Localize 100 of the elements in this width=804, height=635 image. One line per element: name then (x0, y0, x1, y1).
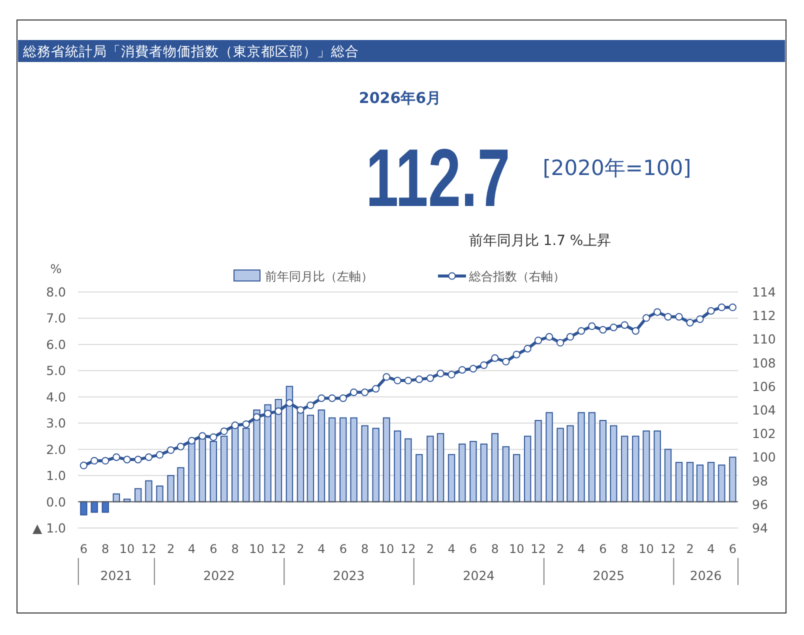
y-tick-label: ▲ 1.0 (32, 520, 66, 536)
bar (156, 486, 164, 502)
bar (102, 501, 109, 513)
text: 2026 (690, 568, 722, 583)
bar (578, 412, 585, 502)
y2-tick-label: 106 (752, 378, 776, 394)
y2-tick-label: 110 (752, 332, 776, 347)
bar (480, 444, 488, 502)
x-tick-label: 12 (660, 542, 676, 556)
text: 2022 (203, 568, 236, 583)
bar (566, 425, 574, 502)
bar (145, 480, 152, 502)
x-tick-label: 8 (491, 542, 499, 556)
x-tick-label: 2 (296, 542, 304, 556)
y2-tick-label: 104 (752, 402, 776, 418)
bar (491, 433, 498, 502)
text: 2024 (462, 568, 495, 583)
x-tick-label: 12 (141, 542, 156, 556)
y-tick-label: 0.0 (46, 494, 66, 510)
bar (675, 462, 683, 502)
y2-tick-label: 102 (752, 426, 776, 442)
bar (372, 428, 380, 502)
x-tick-label: 4 (707, 542, 715, 556)
bar (524, 436, 532, 502)
x-tick-label: 10 (378, 542, 394, 556)
x-tick-label: 12 (270, 542, 286, 556)
y-tick-label: 3.0 (46, 416, 66, 431)
x-tick-label: 8 (102, 542, 110, 556)
bar (90, 501, 98, 513)
bar (632, 436, 640, 502)
bar (134, 488, 142, 502)
bar (350, 417, 358, 502)
bar (512, 454, 520, 502)
bar (80, 501, 88, 516)
x-tick-label: 4 (448, 542, 456, 556)
bar (436, 433, 444, 502)
y-tick-label: 4.0 (46, 389, 66, 404)
x-tick-label: 8 (231, 542, 239, 556)
bar (416, 454, 423, 502)
bar (664, 448, 672, 502)
x-tick-label: 6 (469, 542, 478, 556)
x-tick-label: 10 (508, 542, 524, 556)
text: 2023 (332, 568, 365, 583)
y-tick-label: 5.0 (46, 363, 66, 378)
x-tick-label: 6 (728, 542, 736, 556)
x-tick-label: 2 (556, 542, 564, 556)
x-tick-label: 2 (686, 542, 694, 556)
y-tick-label: 2.0 (46, 442, 66, 457)
x-tick-label: 2 (166, 542, 175, 556)
bar (599, 420, 607, 502)
bar (642, 430, 650, 502)
bar (394, 430, 402, 502)
bar (610, 425, 618, 502)
bar (426, 436, 434, 502)
x-tick-label: 6 (80, 542, 88, 556)
y2-tick-label: 114 (752, 284, 776, 300)
bar (654, 430, 661, 502)
bar (382, 417, 390, 502)
bar (328, 417, 336, 502)
x-tick-label: 8 (360, 542, 369, 556)
bar (318, 410, 326, 502)
x-tick-label: 2 (426, 542, 434, 556)
x-tick-label: 8 (620, 542, 628, 556)
bar (306, 414, 314, 502)
bar (729, 456, 736, 502)
bar (177, 467, 184, 502)
y2-tick-label: 100 (752, 450, 776, 465)
chart-title: 総務省統計局「消費者物価指数（東京都区部）」総合 (22, 44, 359, 60)
x-tick-label: 6 (599, 542, 607, 556)
bar (167, 475, 174, 502)
x-tick-label: 6 (210, 542, 218, 556)
y2-tick-label: 108 (752, 355, 776, 370)
x-tick-label: 4 (577, 542, 586, 556)
bar (470, 440, 477, 502)
y-tick-label: 1.0 (46, 468, 66, 484)
bar (361, 425, 368, 502)
text: [2020年=100] (542, 156, 692, 180)
x-tick-label: 10 (249, 542, 264, 556)
bar (340, 417, 347, 502)
bar (404, 438, 412, 502)
x-tick-label: 6 (339, 542, 347, 556)
text: 112.7 (366, 132, 510, 224)
x-tick-label: 12 (530, 542, 546, 556)
x-tick-label: 4 (318, 542, 326, 556)
bar (718, 464, 726, 502)
y2-tick-label: 98 (752, 473, 768, 488)
bar (502, 446, 510, 502)
text: 2026年6月 (358, 89, 442, 107)
bar (534, 420, 542, 502)
bar (686, 462, 694, 502)
bar (458, 444, 466, 502)
y2-tick-label: 96 (752, 496, 768, 512)
bar (588, 412, 596, 502)
text: 前年同月比 1.7 %上昇 (468, 233, 612, 249)
legend-label: 総合指数（右軸） (468, 270, 565, 284)
bar (696, 464, 704, 502)
y2-tick-label: 112 (752, 308, 776, 324)
bar (621, 436, 628, 502)
bar (707, 462, 715, 502)
x-tick-label: 12 (400, 542, 416, 556)
